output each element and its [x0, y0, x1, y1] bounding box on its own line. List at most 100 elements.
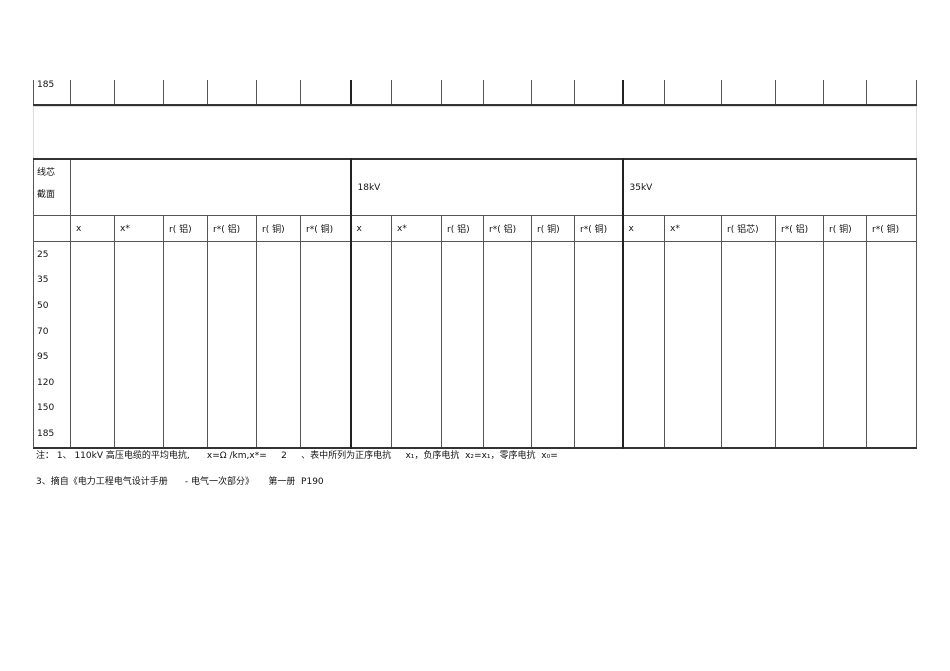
table-cell [483, 267, 532, 294]
table-cell [621, 344, 665, 370]
table-cell [621, 318, 665, 345]
table-cell [256, 369, 301, 396]
table-cell [441, 293, 484, 319]
table-cell [163, 318, 208, 345]
row-label: 25 [33, 241, 71, 268]
sub-header: r*( 铝) [207, 215, 257, 242]
sub-header: x [621, 215, 665, 242]
sub-header: x* [391, 215, 442, 242]
table-cell [207, 369, 257, 396]
row-label: 150 [33, 395, 71, 422]
table-cell [483, 318, 532, 345]
table-cell [300, 241, 351, 268]
table-cell [775, 293, 824, 319]
table-cell [574, 395, 623, 422]
table-cell [163, 293, 208, 319]
table-cell [300, 369, 351, 396]
note-line-1: 注： 1、 110kV 高压电缆的平均电抗, x=Ω /km,x*= 2 、表中… [36, 448, 558, 461]
table-cell [70, 369, 115, 396]
table-cell [300, 318, 351, 345]
table-cell [441, 344, 484, 370]
table-cell [300, 293, 351, 319]
table-cell [114, 241, 164, 268]
table-cell [441, 369, 484, 396]
table-cell [349, 80, 392, 106]
table-cell [70, 80, 115, 106]
table-cell [574, 267, 623, 294]
table-cell [621, 395, 665, 422]
table-row: 70 [33, 318, 917, 345]
sub-header-row: x x* r( 铝) r*( 铝) r( 铜) r*( 铜) x x* r( 铝) r*( 铝) r… [33, 215, 917, 242]
sub-header: x [70, 215, 115, 242]
group-header-18kv: 18kV [349, 159, 623, 216]
table-cell [621, 293, 665, 319]
table-cell [441, 421, 484, 448]
table-cell [823, 293, 867, 319]
table-row: 50 [33, 293, 917, 319]
sub-header: r*( 铝) [775, 215, 824, 242]
table-cell [70, 241, 115, 268]
table-cell [531, 318, 575, 345]
table-cell [300, 421, 351, 448]
table-cell [866, 318, 917, 345]
sub-header: r( 铜) [823, 215, 867, 242]
row-label: 35 [33, 267, 71, 294]
table-cell [441, 80, 484, 106]
table-cell [531, 344, 575, 370]
table-cell [349, 318, 392, 345]
sub-header: r( 铝) [441, 215, 484, 242]
table-cell [823, 80, 867, 106]
table-row: 25 [33, 241, 917, 268]
table-cell [114, 80, 164, 106]
table-cell [621, 267, 665, 294]
note-text: x₀= [541, 451, 558, 461]
table-cell [163, 241, 208, 268]
table-cell [775, 395, 824, 422]
note-line-2: 3、摘自《电力工程电气设计手册 - 电气一次部分》 第一册 P190 [36, 474, 324, 487]
table-cell [866, 395, 917, 422]
table-cell [531, 80, 575, 106]
table-cell [621, 80, 665, 106]
table-cell [621, 421, 665, 448]
table-cell [207, 344, 257, 370]
sub-header: r( 铜) [531, 215, 575, 242]
table-cell [823, 267, 867, 294]
table-cell [721, 421, 776, 448]
table-cell [70, 344, 115, 370]
group-header-35kv: 35kV [621, 159, 917, 216]
table-cell [866, 80, 917, 106]
table-cell [349, 267, 392, 294]
table-cell [300, 395, 351, 422]
table-cell [70, 318, 115, 345]
row-label: 120 [33, 369, 71, 396]
table-cell [574, 293, 623, 319]
table-cell [775, 421, 824, 448]
table-cell [721, 293, 776, 319]
row-label: 185 [33, 421, 71, 448]
table-cell [664, 395, 722, 422]
sub-header: x* [114, 215, 164, 242]
table-cell [163, 395, 208, 422]
table-cell [823, 421, 867, 448]
table-cell [70, 267, 115, 294]
sub-header: r( 铝芯) [721, 215, 776, 242]
table-cell [721, 369, 776, 396]
table-cell [163, 267, 208, 294]
row-label: 70 [33, 318, 71, 345]
continued-table-row: 185 [33, 80, 917, 106]
table-row: 120 [33, 369, 917, 396]
table-cell [391, 293, 442, 319]
sub-header: x* [664, 215, 722, 242]
table-cell [574, 369, 623, 396]
table-cell [574, 241, 623, 268]
table-cell [114, 421, 164, 448]
sub-header: x [349, 215, 392, 242]
row-label: 50 [33, 293, 71, 319]
table-cell [391, 369, 442, 396]
table-cell [70, 395, 115, 422]
table-cell [114, 318, 164, 345]
table-cell [775, 369, 824, 396]
table-cell [207, 267, 257, 294]
table-cell [300, 80, 351, 106]
table-cell [721, 267, 776, 294]
